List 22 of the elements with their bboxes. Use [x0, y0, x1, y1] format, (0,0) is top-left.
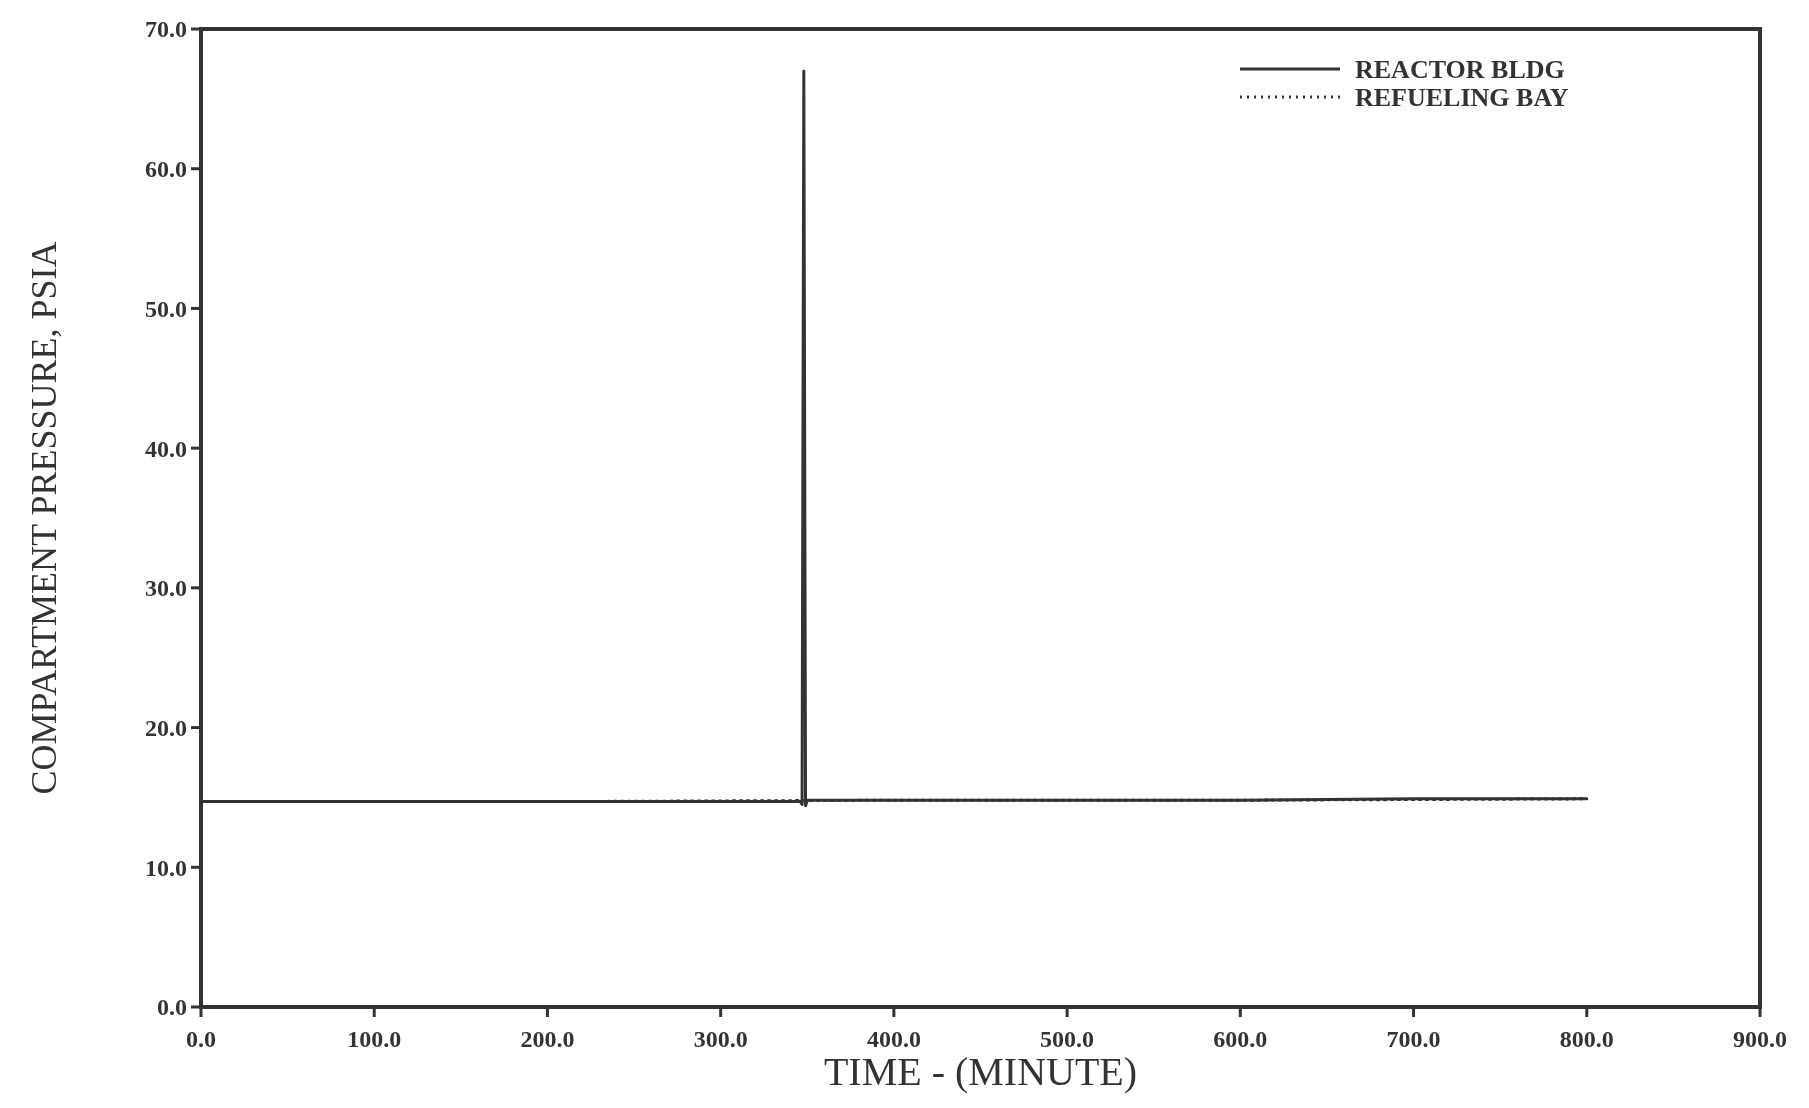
y-tick-label: 0.0: [157, 994, 187, 1021]
y-tick-label: 10.0: [145, 854, 187, 881]
x-tick-label: 700.0: [1386, 1026, 1441, 1052]
x-tick-label: 900.0: [1733, 1026, 1787, 1052]
y-tick-label: 50.0: [145, 295, 187, 322]
x-tick-label: 500.0: [1040, 1026, 1095, 1052]
x-tick-label: 100.0: [347, 1026, 402, 1052]
x-tick-label: 300.0: [693, 1026, 748, 1052]
y-tick-label: 40.0: [145, 435, 187, 462]
x-axis-title: TIME - (MINUTE): [823, 1049, 1138, 1094]
legend-label: REFUELING BAY: [1355, 83, 1569, 113]
y-axis-title: COMPARTMENT PRESSURE, PSIA: [24, 241, 64, 795]
x-tick-label: 400.0: [866, 1026, 921, 1052]
legend-label: REACTOR BLDG: [1355, 55, 1565, 85]
x-tick-label: 600.0: [1213, 1026, 1268, 1052]
y-tick-label: 20.0: [145, 714, 187, 741]
x-tick-label: 0.0: [186, 1026, 216, 1052]
x-tick-label: 200.0: [520, 1026, 575, 1052]
y-tick-label: 30.0: [145, 575, 187, 602]
x-tick-label: 800.0: [1559, 1026, 1614, 1052]
y-tick-label: 60.0: [145, 156, 187, 183]
y-tick-label: 70.0: [145, 16, 187, 43]
